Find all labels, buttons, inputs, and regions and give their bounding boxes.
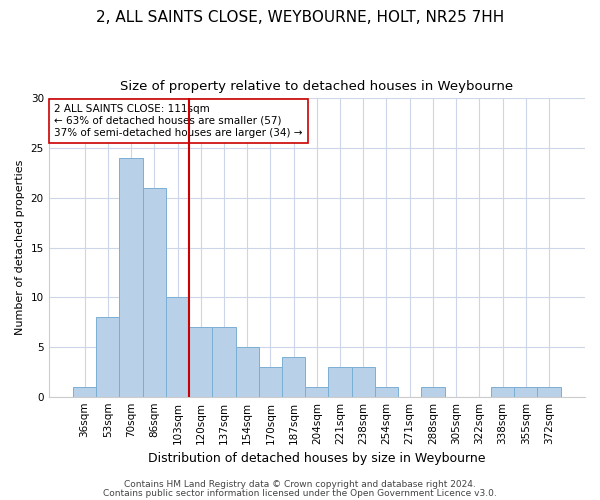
Bar bbox=[96, 317, 119, 396]
Bar bbox=[166, 297, 189, 396]
Bar bbox=[421, 386, 445, 396]
Text: 2 ALL SAINTS CLOSE: 111sqm
← 63% of detached houses are smaller (57)
37% of semi: 2 ALL SAINTS CLOSE: 111sqm ← 63% of deta… bbox=[54, 104, 302, 138]
Bar bbox=[236, 347, 259, 397]
Y-axis label: Number of detached properties: Number of detached properties bbox=[15, 160, 25, 335]
Title: Size of property relative to detached houses in Weybourne: Size of property relative to detached ho… bbox=[120, 80, 514, 93]
Bar bbox=[375, 386, 398, 396]
Bar bbox=[305, 386, 328, 396]
Text: 2, ALL SAINTS CLOSE, WEYBOURNE, HOLT, NR25 7HH: 2, ALL SAINTS CLOSE, WEYBOURNE, HOLT, NR… bbox=[96, 10, 504, 25]
Bar bbox=[514, 386, 538, 396]
Bar bbox=[491, 386, 514, 396]
Text: Contains HM Land Registry data © Crown copyright and database right 2024.: Contains HM Land Registry data © Crown c… bbox=[124, 480, 476, 489]
Bar bbox=[189, 327, 212, 396]
Bar bbox=[259, 367, 282, 396]
Bar bbox=[143, 188, 166, 396]
Text: Contains public sector information licensed under the Open Government Licence v3: Contains public sector information licen… bbox=[103, 488, 497, 498]
Bar bbox=[73, 386, 96, 396]
Bar bbox=[538, 386, 560, 396]
Bar bbox=[119, 158, 143, 396]
X-axis label: Distribution of detached houses by size in Weybourne: Distribution of detached houses by size … bbox=[148, 452, 485, 465]
Bar bbox=[212, 327, 236, 396]
Bar bbox=[352, 367, 375, 396]
Bar bbox=[328, 367, 352, 396]
Bar bbox=[282, 357, 305, 397]
